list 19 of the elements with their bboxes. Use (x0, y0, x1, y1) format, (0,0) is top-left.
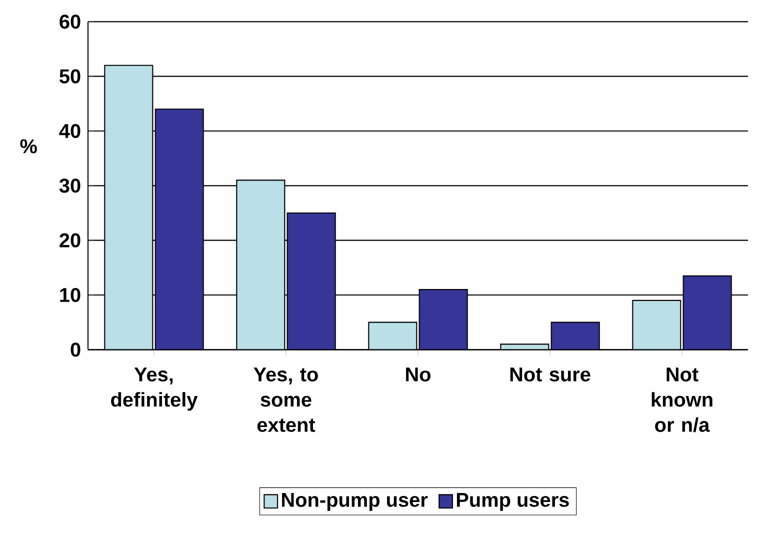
x-tick-label: No (406, 368, 430, 382)
x-tick-label: Yes, definitely (111, 368, 198, 411)
legend-label: Non-pump user (282, 493, 428, 511)
y-tick-label: 60 (60, 14, 80, 29)
y-tick-label: 0 (70, 342, 80, 357)
x-tick-label: Not known or n/a (652, 368, 712, 432)
x-tick-label: Not sure (510, 368, 590, 382)
legend-label: Pump users (456, 493, 569, 511)
y-tick-label: 50 (60, 69, 80, 84)
y-axis-title: % (20, 139, 37, 154)
bar (368, 322, 418, 350)
x-tick-label: Yes, to some extent (254, 368, 318, 432)
y-tick-label: 40 (59, 124, 80, 138)
bar (236, 180, 286, 350)
y-tick-label: 20 (60, 233, 80, 248)
y-tick-label: 10 (60, 288, 80, 302)
bar (632, 300, 682, 350)
y-tick-label: 30 (59, 178, 80, 193)
bar (104, 64, 154, 350)
